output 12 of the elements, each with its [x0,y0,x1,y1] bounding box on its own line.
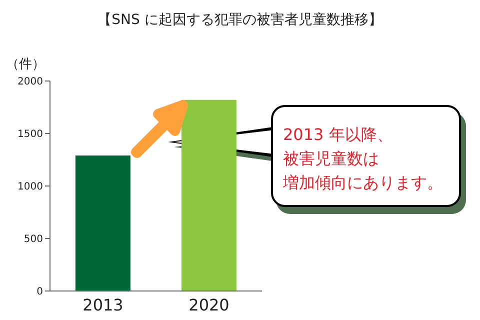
text: 増加傾向にあります。 [282,173,443,192]
x-tick-label: 2013 [82,295,124,314]
y-tick-label: 500 [24,234,43,246]
y-axis-title: （件） [6,57,45,72]
x-tick-label: 2020 [188,295,230,314]
text: 2013 年以降、 [283,125,393,144]
text: 被害児童数は [283,149,379,168]
y-tick-label: 1500 [18,129,43,140]
chart-title: 【SNS に起因する犯罪の被害者児童数推移】 [98,12,382,28]
y-tick-label: 0 [36,286,43,298]
y-tick-label: 2000 [18,76,43,88]
y-tick-label: 1000 [18,182,43,193]
